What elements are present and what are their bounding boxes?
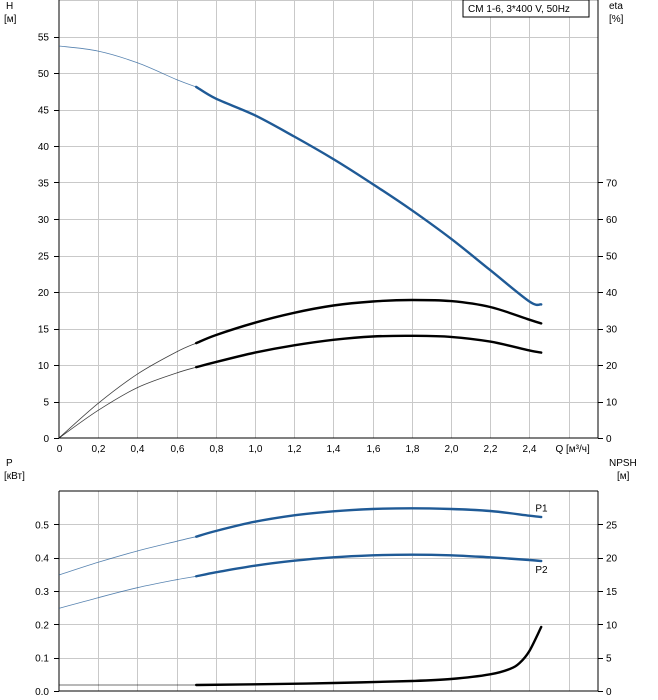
head-tick-label: 55	[38, 33, 50, 44]
efficiency-axis-unit: [%]	[609, 14, 624, 25]
x-tick-label: 1,0	[249, 444, 263, 455]
x-axis-label: Q [м³/ч]	[555, 444, 590, 455]
bottom-tick-labels: 0.0 0.1 0.2 0.3 0.4 0.5 0 5 10 15 20 25	[35, 520, 617, 698]
head-tick-label: 15	[38, 325, 50, 336]
head-tick-label: 25	[38, 252, 50, 263]
x-tick-label: 2,4	[523, 444, 537, 455]
head-tick-label: 10	[38, 361, 50, 372]
curve-0-1-duty-line	[195, 298, 543, 345]
curve-0-1-extended-line	[58, 342, 197, 439]
h-duty-line	[195, 85, 543, 307]
series-label-p2: P2	[535, 565, 548, 576]
bottom-panel: 0.0 0.1 0.2 0.3 0.4 0.5 0 5 10 15 20 25 P1 P2 P [кВт…	[4, 458, 637, 698]
power-axis-unit: [кВт]	[4, 471, 25, 482]
p1-extended-line	[58, 536, 197, 576]
power-tick-label: 0.2	[35, 620, 49, 631]
p1-duty-line	[195, 507, 543, 538]
head-tick-label: 5	[43, 398, 49, 409]
head-axis-unit: [м]	[4, 14, 17, 25]
efficiency-tick-label: 60	[606, 215, 618, 226]
head-tick-label: 0	[43, 434, 49, 445]
efficiency-tick-label: 10	[606, 398, 618, 409]
bottom-grid	[59, 491, 598, 691]
efficiency-tick-label: 20	[606, 361, 618, 372]
npsh-tick-label: 20	[606, 554, 618, 565]
x-tick-label: 0	[57, 444, 63, 455]
h-extended-line	[58, 45, 197, 88]
npsh-tick-label: 0	[606, 687, 612, 698]
x-tick-label: 0,4	[131, 444, 145, 455]
x-tick-label: 0,8	[210, 444, 224, 455]
x-tick-label: 1,2	[288, 444, 302, 455]
head-tick-label: 20	[38, 288, 50, 299]
curve-0-2-extended-line	[58, 366, 197, 439]
head-tick-label: 50	[38, 69, 50, 80]
head-tick-label: 40	[38, 142, 50, 153]
efficiency-tick-label: 30	[606, 325, 618, 336]
x-tick-label: 2,0	[445, 444, 459, 455]
efficiency-tick-label: 40	[606, 288, 618, 299]
x-tick-label: 1,8	[406, 444, 420, 455]
efficiency-tick-label: 0	[606, 434, 612, 445]
bottom-curves: P1 P2	[58, 504, 548, 687]
efficiency-tick-label: 70	[606, 179, 618, 190]
head-tick-label: 30	[38, 215, 50, 226]
top-grid	[59, 0, 598, 438]
curve-1-2-duty-line	[195, 625, 543, 687]
npsh-tick-label: 25	[606, 520, 618, 531]
power-tick-label: 0.4	[35, 554, 49, 565]
x-tick-label: 0,6	[171, 444, 185, 455]
npsh-tick-label: 5	[606, 654, 612, 665]
x-tick-label: 1,6	[367, 444, 381, 455]
power-tick-label: 0.0	[35, 687, 49, 698]
x-tick-label: 1,4	[327, 444, 341, 455]
chart-title-box	[462, 0, 590, 18]
top-panel: 0 0,2 0,4 0,6 0,8 1,0 1,2 1,4 1,6 1,8 2,0 2,2 2,4 Q […	[4, 0, 624, 455]
power-tick-label: 0.5	[35, 520, 49, 531]
x-tick-label: 0,2	[92, 444, 106, 455]
efficiency-axis-title: eta	[609, 1, 623, 12]
power-tick-label: 0.3	[35, 587, 49, 598]
top-tick-labels: 0 0,2 0,4 0,6 0,8 1,0 1,2 1,4 1,6 1,8 2,0 2,2 2,4 Q […	[38, 33, 618, 456]
npsh-axis-unit: [м]	[617, 471, 630, 482]
chart-title: CM 1-6, 3*400 V, 50Hz	[468, 4, 570, 15]
npsh-axis-title: NPSH	[609, 458, 637, 469]
head-axis-title: H	[6, 1, 13, 12]
series-label-p1: P1	[535, 504, 548, 515]
head-tick-label: 45	[38, 106, 50, 117]
head-tick-label: 35	[38, 179, 50, 190]
top-curves	[58, 45, 543, 439]
npsh-tick-label: 10	[606, 620, 618, 631]
npsh-tick-label: 15	[606, 587, 618, 598]
efficiency-tick-label: 50	[606, 252, 618, 263]
p2-extended-line	[58, 575, 197, 609]
curve-0-2-duty-line	[195, 334, 543, 369]
power-tick-label: 0.1	[35, 654, 49, 665]
x-tick-label: 2,2	[484, 444, 498, 455]
power-axis-title: P	[6, 458, 13, 469]
p2-duty-line	[195, 553, 543, 578]
